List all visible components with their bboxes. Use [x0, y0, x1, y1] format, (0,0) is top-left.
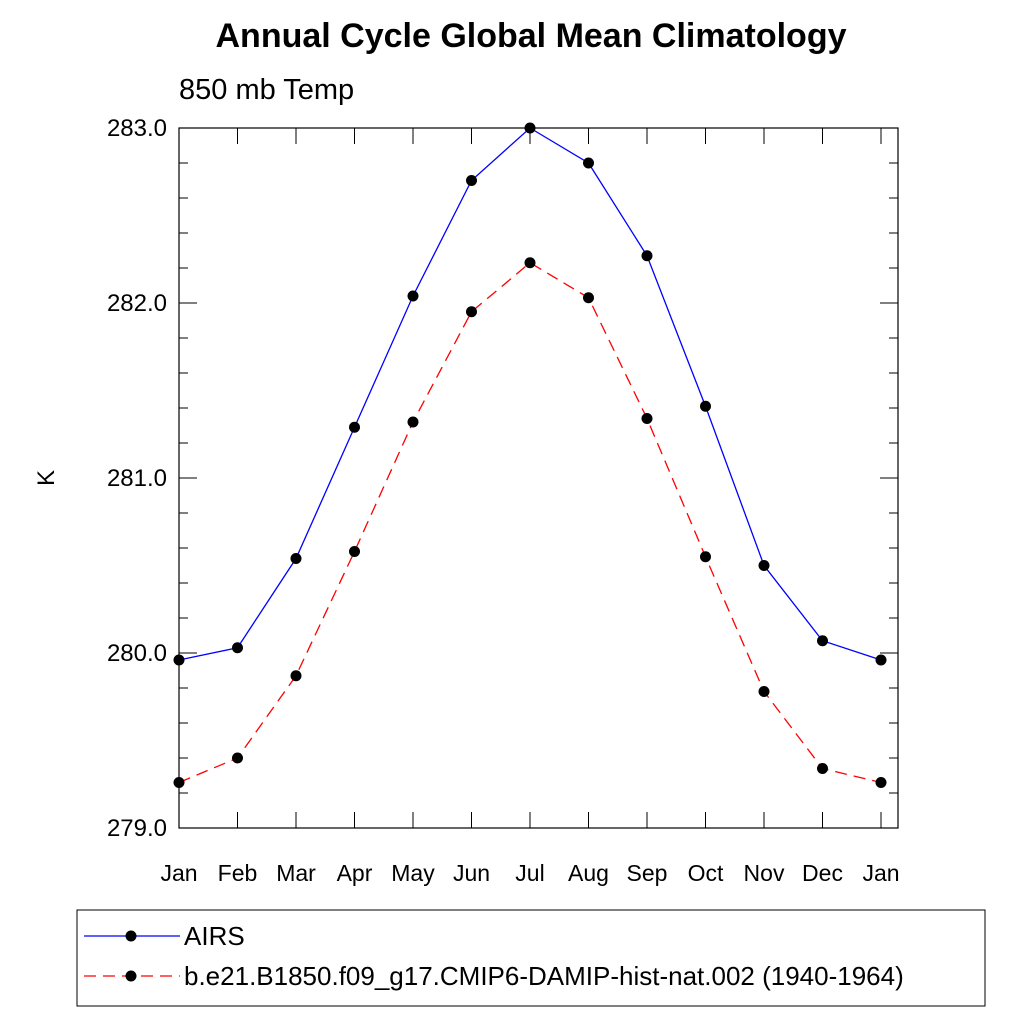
series-line-1 — [178, 261, 882, 784]
data-point-1 — [232, 752, 243, 764]
y-tick-label: 283.0 — [107, 115, 167, 142]
x-tick-label: Jul — [515, 860, 544, 886]
data-point-0 — [817, 635, 828, 647]
x-tick-label: Jan — [160, 860, 197, 886]
series-line-0 — [178, 127, 882, 661]
x-tick-label: Aug — [568, 860, 609, 886]
x-tick-label: Mar — [276, 860, 316, 886]
data-point-1 — [641, 413, 653, 424]
chart-subtitle: 850 mb Temp — [179, 74, 354, 106]
data-point-1 — [524, 257, 536, 269]
data-point-1 — [875, 777, 887, 788]
data-point-0 — [290, 553, 302, 564]
data-point-0 — [466, 175, 477, 186]
data-point-1 — [817, 763, 828, 774]
data-point-1 — [290, 670, 302, 682]
legend-label-0: AIRS — [184, 921, 245, 951]
data-point-0 — [232, 642, 243, 654]
y-tick-label: 280.0 — [107, 640, 167, 667]
data-point-1 — [700, 551, 711, 563]
data-point-1 — [173, 777, 185, 788]
data-point-0 — [758, 560, 770, 571]
data-point-1 — [466, 306, 477, 318]
x-tick-label: Nov — [744, 860, 785, 886]
x-tick-label: May — [391, 860, 435, 886]
x-axis: Jan Feb Mar Apr May Jun Jul Aug Sep Oct Nov Dec Jan — [160, 128, 900, 886]
data-point-0 — [524, 122, 536, 134]
chart-title: Annual Cycle Global Mean Climatology — [216, 17, 847, 55]
legend: AIRS b.e21.B1850.f09_g17.CMIP6-DAMIP-hist… — [84, 921, 904, 991]
legend-box — [76, 909, 986, 1007]
plot-frame — [178, 127, 899, 829]
series-layer — [173, 122, 887, 788]
legend-marker-1 — [125, 970, 137, 982]
y-tick-label: 282.0 — [107, 290, 167, 317]
data-point-0 — [349, 421, 360, 433]
data-point-0 — [583, 157, 594, 169]
data-point-1 — [583, 292, 594, 304]
x-tick-label: Feb — [218, 860, 258, 886]
data-point-1 — [758, 686, 770, 697]
data-point-1 — [349, 546, 360, 557]
x-tick-label: Sep — [627, 860, 668, 886]
data-point-0 — [173, 654, 185, 666]
y-axis-label: K — [33, 470, 60, 486]
x-tick-label: Jun — [453, 860, 490, 886]
x-tick-label: Dec — [802, 860, 843, 886]
data-point-0 — [700, 400, 711, 412]
data-point-0 — [875, 654, 887, 666]
y-tick-label: 279.0 — [107, 815, 167, 842]
x-tick-label: Jan — [862, 860, 899, 886]
y-axis: 279.0 280.0 281.0 282.0 283.0 — [107, 115, 898, 842]
legend-marker-0 — [125, 930, 137, 942]
legend-label-1: b.e21.B1850.f09_g17.CMIP6-DAMIP-hist-nat… — [184, 961, 904, 991]
x-tick-label: Oct — [688, 860, 724, 886]
x-tick-label: Apr — [337, 860, 373, 886]
data-point-0 — [407, 290, 419, 302]
data-point-0 — [641, 250, 653, 262]
y-tick-label: 281.0 — [107, 465, 167, 492]
data-point-1 — [407, 416, 419, 428]
